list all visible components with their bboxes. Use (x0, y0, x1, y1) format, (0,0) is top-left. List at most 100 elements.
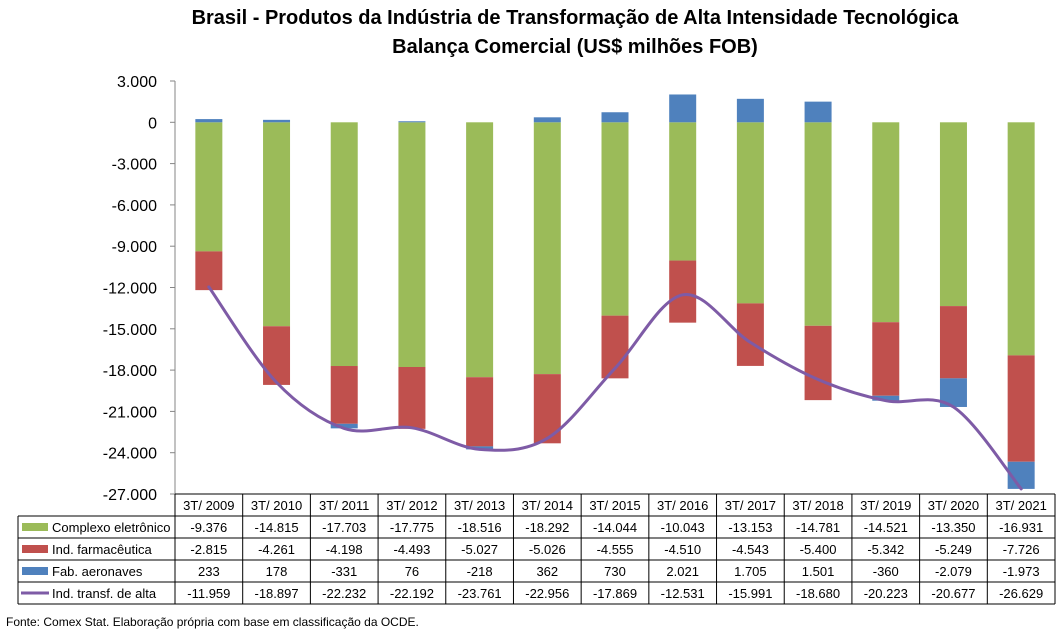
data-label: -360 (873, 564, 899, 579)
line-ind-transf-de-alta (207, 285, 1023, 491)
data-label: -18.292 (525, 520, 569, 535)
data-label: -4.555 (597, 542, 634, 557)
y-tick-label: -21.000 (103, 404, 157, 421)
data-label: -5.249 (935, 542, 972, 557)
bar-complexo (736, 122, 764, 304)
chart-subtitle: Balança Comercial (US$ milhões FOB) (392, 36, 758, 58)
bar-complexo (1007, 122, 1035, 356)
data-label: -331 (331, 564, 357, 579)
data-label: -17.775 (390, 520, 434, 535)
legend-label: Complexo eletrônico (52, 520, 171, 535)
x-tick-label: 3T/ 2019 (860, 498, 911, 513)
x-tick-label: 3T/ 2012 (386, 498, 437, 513)
bar-complexo (263, 122, 291, 327)
data-label: 730 (604, 564, 626, 579)
legend-key-aeronaves (22, 567, 48, 575)
data-label: -4.510 (664, 542, 701, 557)
data-label: -5.027 (461, 542, 498, 557)
data-label: 1.501 (802, 564, 835, 579)
bar-complexo (398, 122, 426, 368)
bar-aeronaves (601, 112, 629, 123)
y-tick-label: -9.000 (112, 239, 157, 256)
x-tick-label: 3T/ 2017 (725, 498, 776, 513)
bar-aeronaves (872, 395, 900, 401)
y-tick-label: -18.000 (103, 363, 157, 380)
data-label: -14.781 (796, 520, 840, 535)
data-label: -18.516 (458, 520, 502, 535)
data-label: -5.026 (529, 542, 566, 557)
chart-title: Brasil - Produtos da Indústria de Transf… (191, 7, 959, 29)
bar-complexo (601, 122, 629, 316)
data-label: 178 (266, 564, 288, 579)
y-tick-label: -27.000 (103, 487, 157, 504)
y-tick-label: -15.000 (103, 322, 157, 339)
data-label: -17.869 (593, 586, 637, 601)
bar-farma (330, 366, 358, 424)
data-label: 2.021 (666, 564, 699, 579)
bar-aeronaves (533, 117, 561, 123)
source-note: Fonte: Comex Stat. Elaboração própria co… (6, 615, 419, 629)
data-label: -18.680 (796, 586, 840, 601)
x-tick-label: 3T/ 2020 (928, 498, 979, 513)
x-tick-label: 3T/ 2013 (454, 498, 505, 513)
data-label: -5.342 (867, 542, 904, 557)
x-tick-label: 3T/ 2011 (319, 498, 369, 513)
data-label: -15.991 (728, 586, 772, 601)
bar-farma (1007, 355, 1035, 462)
data-label: -20.223 (864, 586, 908, 601)
data-label: -1.973 (1003, 564, 1040, 579)
bar-complexo (195, 122, 223, 252)
bar-aeronaves (736, 98, 764, 123)
x-tick-label: 3T/ 2014 (522, 498, 573, 513)
legend-label: Fab. aeronaves (52, 564, 143, 579)
data-label: 362 (536, 564, 558, 579)
bar-complexo (669, 122, 697, 261)
data-label: -13.350 (931, 520, 975, 535)
bar-farma (669, 260, 697, 323)
data-label: -26.629 (999, 586, 1043, 601)
data-label: -4.493 (393, 542, 430, 557)
data-label: 1.705 (734, 564, 767, 579)
bar-farma (939, 306, 967, 379)
legend-key-complexo (22, 523, 48, 531)
data-label: -14.044 (593, 520, 637, 535)
data-label: -7.726 (1003, 542, 1040, 557)
y-tick-label: -12.000 (103, 281, 157, 298)
x-tick-label: 3T/ 2009 (183, 498, 234, 513)
legend-key-farma (22, 545, 48, 553)
data-label: -11.959 (187, 586, 230, 601)
bar-aeronaves (669, 94, 697, 123)
bar-aeronaves (804, 101, 832, 123)
bar-farma (804, 325, 832, 401)
data-label: -4.543 (732, 542, 769, 557)
bar-complexo (330, 122, 358, 367)
data-label: 233 (198, 564, 220, 579)
y-tick-label: -24.000 (103, 446, 157, 463)
data-label: -22.956 (525, 586, 569, 601)
x-tick-label: 3T/ 2010 (251, 498, 302, 513)
bar-farma (195, 251, 223, 291)
y-tick-label: 0 (148, 115, 157, 132)
data-label: -10.043 (661, 520, 705, 535)
data-label: -22.192 (390, 586, 434, 601)
data-label: -23.761 (458, 586, 502, 601)
data-label: -17.703 (322, 520, 366, 535)
data-label: 76 (405, 564, 419, 579)
data-label: -14.521 (864, 520, 908, 535)
data-label: -5.400 (800, 542, 837, 557)
data-label: -4.198 (326, 542, 363, 557)
x-tick-label: 3T/ 2021 (995, 498, 1046, 513)
y-tick-label: -3.000 (112, 157, 157, 174)
data-label: -16.931 (999, 520, 1043, 535)
data-label: -13.153 (728, 520, 772, 535)
bar-aeronaves (330, 423, 358, 429)
bar-aeronaves (263, 119, 291, 123)
bar-farma (466, 377, 494, 447)
data-label: -18.897 (254, 586, 298, 601)
legend-label: Ind. farmacêutica (52, 542, 152, 557)
data-label: -2.079 (935, 564, 972, 579)
data-label: -218 (467, 564, 493, 579)
legend-label: Ind. transf. de alta (52, 586, 157, 601)
bar-aeronaves (195, 119, 223, 123)
